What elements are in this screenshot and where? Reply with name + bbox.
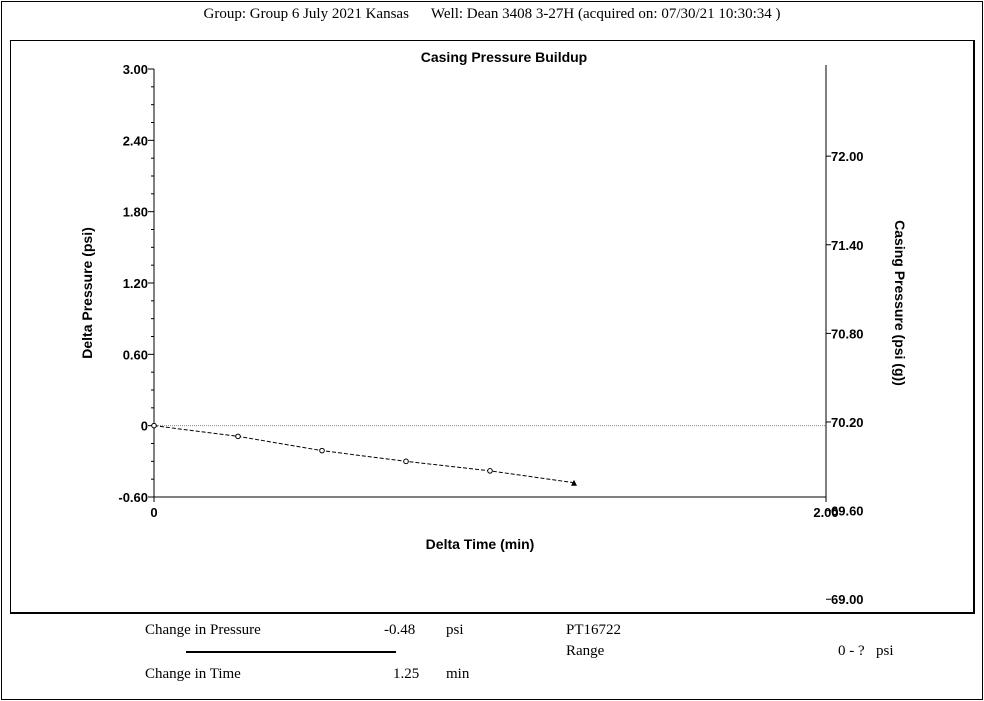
fraction-rule xyxy=(186,651,396,653)
y-tick-label: 0 xyxy=(141,419,148,434)
change-in-time-unit: min xyxy=(446,666,470,682)
change-in-time-label: Change in Time xyxy=(145,666,241,682)
x-tick-label: 2.00 xyxy=(813,505,838,520)
data-point xyxy=(235,433,241,440)
range-unit: psi xyxy=(876,643,894,659)
y2-axis-label: Casing Pressure (psi (g)) xyxy=(892,220,908,386)
y-tick-label: -0.60 xyxy=(118,490,148,505)
sensor-id: PT16722 xyxy=(566,622,622,638)
y2-tick-label: 69.60 xyxy=(831,504,864,519)
y-tick-label: 0.60 xyxy=(123,347,148,362)
series-line xyxy=(153,425,575,484)
range-value: 0 - ? xyxy=(838,643,865,659)
well-label: Well: Dean 3408 3-27H (acquired on: 07/3… xyxy=(430,6,781,22)
y-axis-label: Delta Pressure (psi) xyxy=(79,227,95,359)
change-in-pressure-label: Change in Pressure xyxy=(145,622,261,638)
x-tick-label: 0 xyxy=(150,505,157,520)
y-tick-label: 1.80 xyxy=(123,205,148,220)
change-in-time-value: 1.25 xyxy=(393,666,420,682)
y-tick-label: 2.40 xyxy=(123,133,148,148)
y2-tick-label: 72.00 xyxy=(831,149,864,164)
report-header: Group: Group 6 July 2021 Kansas Well: Dea… xyxy=(0,6,984,23)
y2-tick-label: 71.40 xyxy=(831,238,864,253)
data-point xyxy=(319,447,325,454)
y-tick-label: 3.00 xyxy=(123,62,148,77)
data-point-last xyxy=(571,479,577,486)
change-in-pressure-value: -0.48 xyxy=(384,622,416,638)
data-point xyxy=(151,422,157,429)
group-label: Group: Group 6 July 2021 Kansas xyxy=(203,6,409,22)
y2-tick-label: 70.20 xyxy=(831,415,864,430)
chart-title: Casing Pressure Buildup xyxy=(421,49,587,65)
y2-tick-label: 70.80 xyxy=(831,326,864,341)
data-point xyxy=(487,468,493,474)
plot-frame xyxy=(10,40,975,614)
x-axis-label: Delta Time (min) xyxy=(426,536,535,552)
data-point xyxy=(403,458,409,465)
change-in-pressure-unit: psi xyxy=(446,622,464,638)
y2-tick-label: 69.00 xyxy=(831,592,864,607)
y-tick-label: 1.20 xyxy=(123,276,148,291)
range-label: Range xyxy=(566,643,605,659)
